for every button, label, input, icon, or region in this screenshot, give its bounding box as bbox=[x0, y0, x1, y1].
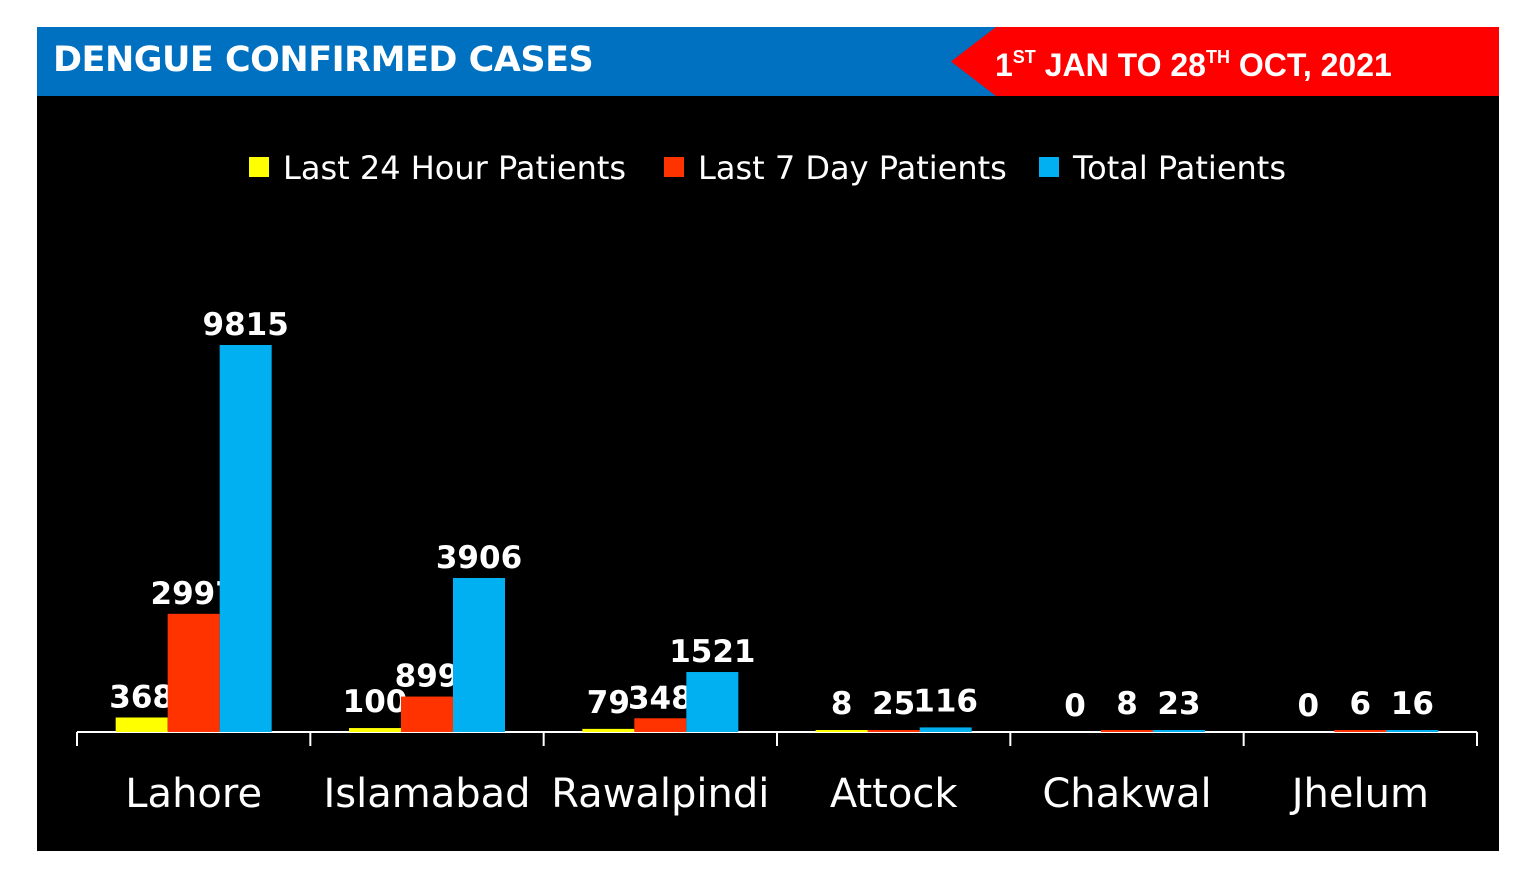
date-middle: JAN TO 28 bbox=[1035, 47, 1206, 83]
date-end: OCT, 2021 bbox=[1229, 47, 1392, 83]
date-end-suffix: TH bbox=[1205, 47, 1230, 67]
date-start-day: 1 bbox=[995, 47, 1013, 83]
data-label: 8 bbox=[831, 686, 853, 722]
data-label: 899 bbox=[395, 659, 460, 695]
category-label-lahore: Lahore bbox=[125, 771, 262, 817]
data-label: 348 bbox=[628, 680, 693, 716]
data-label: 23 bbox=[1157, 686, 1200, 722]
bar-chart: 36829979815Lahore1008993906Islamabad7934… bbox=[76, 149, 1478, 817]
legend-swatch-2 bbox=[664, 157, 684, 177]
bar-attock-series-2 bbox=[867, 730, 920, 732]
data-label: 0 bbox=[1298, 688, 1320, 724]
data-label: 9815 bbox=[203, 307, 289, 343]
data-label: 1521 bbox=[669, 634, 755, 670]
bar-lahore-series-3 bbox=[219, 345, 272, 732]
legend-swatch-1 bbox=[249, 157, 269, 177]
bar-jhelum-series-3 bbox=[1386, 730, 1439, 732]
legend-label-3: Total Patients bbox=[1072, 149, 1286, 187]
bar-lahore-series-2 bbox=[167, 613, 220, 732]
bar-jhelum-series-2 bbox=[1334, 730, 1387, 732]
bar-chakwal-series-3 bbox=[1153, 730, 1205, 732]
date-range: 1ST JAN TO 28TH OCT, 2021 bbox=[995, 47, 1392, 84]
data-label: 368 bbox=[109, 679, 174, 715]
data-label: 6 bbox=[1350, 686, 1372, 722]
bar-attock-series-3 bbox=[919, 727, 972, 732]
legend-swatch-3 bbox=[1039, 157, 1059, 177]
category-label-jhelum: Jhelum bbox=[1289, 771, 1429, 817]
category-label-islamabad: Islamabad bbox=[323, 771, 530, 817]
data-label: 0 bbox=[1064, 688, 1086, 724]
data-label: 25 bbox=[872, 686, 915, 722]
category-label-attock: Attock bbox=[830, 771, 958, 817]
bar-lahore-series-1 bbox=[115, 717, 168, 732]
bar-islamabad-series-1 bbox=[349, 728, 401, 732]
data-label: 16 bbox=[1391, 686, 1434, 722]
bar-islamabad-series-3 bbox=[453, 577, 505, 732]
chart-frame: DENGUE CONFIRMED CASES 1ST JAN TO 28TH O… bbox=[37, 27, 1499, 851]
date-ribbon bbox=[951, 27, 1499, 96]
data-label: 79 bbox=[587, 685, 630, 721]
legend-label-2: Last 7 Day Patients bbox=[698, 149, 1007, 187]
bar-attock-series-1 bbox=[815, 730, 868, 732]
bar-rawalpindi-series-3 bbox=[686, 672, 739, 732]
bar-chakwal-series-2 bbox=[1101, 730, 1153, 732]
category-label-chakwal: Chakwal bbox=[1042, 771, 1211, 817]
category-label-rawalpindi: Rawalpindi bbox=[551, 771, 769, 817]
data-label: 100 bbox=[343, 684, 408, 720]
data-label: 116 bbox=[913, 683, 978, 719]
bar-rawalpindi-series-1 bbox=[582, 728, 635, 732]
bar-islamabad-series-2 bbox=[401, 696, 453, 732]
legend-label-1: Last 24 Hour Patients bbox=[283, 149, 626, 187]
data-label: 3906 bbox=[436, 540, 522, 576]
date-start-suffix: ST bbox=[1012, 47, 1036, 67]
bar-rawalpindi-series-2 bbox=[634, 718, 687, 732]
data-label: 8 bbox=[1116, 686, 1138, 722]
chart-title: DENGUE CONFIRMED CASES bbox=[53, 40, 594, 80]
